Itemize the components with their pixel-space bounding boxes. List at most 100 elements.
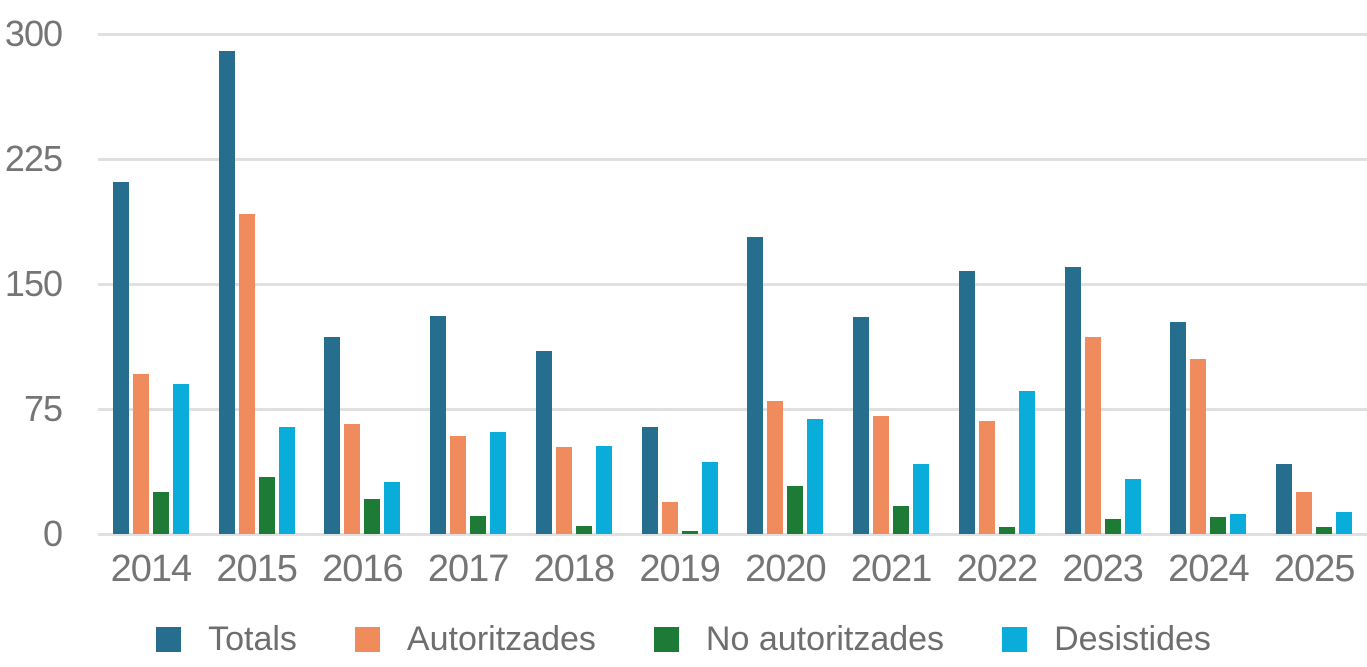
x-axis-label: 2022 bbox=[956, 548, 1039, 590]
bar-no-autoritzades[interactable] bbox=[470, 515, 487, 534]
bar-autoritzades[interactable] bbox=[1190, 359, 1207, 534]
legend-item-autoritzades[interactable]: Autoritzades bbox=[354, 620, 596, 659]
x-axis-label: 2014 bbox=[110, 548, 193, 590]
x-axis-label: 2015 bbox=[216, 548, 298, 590]
y-axis-tick-label: 0 bbox=[42, 513, 63, 554]
bar-desistides[interactable] bbox=[913, 464, 930, 534]
bar-desistides[interactable] bbox=[278, 427, 295, 534]
bar-totals[interactable] bbox=[112, 182, 129, 534]
bar-totals[interactable] bbox=[218, 50, 235, 534]
bar-group-2021 bbox=[838, 34, 944, 534]
bar-desistides[interactable] bbox=[490, 432, 507, 534]
bar-desistides[interactable] bbox=[1018, 390, 1035, 534]
x-axis: 2014 2015 2016 2017 2018 2019 2020 2021 2022 2023… bbox=[98, 548, 1367, 591]
bar-desistides[interactable] bbox=[1336, 512, 1353, 534]
bar-group-2017 bbox=[415, 34, 521, 534]
bar-no-autoritzades[interactable] bbox=[258, 477, 275, 534]
bar-no-autoritzades[interactable] bbox=[364, 499, 381, 534]
bar-desistides[interactable] bbox=[172, 384, 189, 534]
x-axis-label: 2023 bbox=[1062, 548, 1144, 590]
bar-group-2022 bbox=[944, 34, 1050, 534]
bar-group-2019 bbox=[627, 34, 733, 534]
legend-label: No autoritzades bbox=[705, 620, 945, 658]
bar-autoritzades[interactable] bbox=[978, 420, 995, 534]
x-axis-label: 2020 bbox=[745, 548, 827, 590]
legend-label: Autoritzades bbox=[406, 620, 596, 658]
x-axis-label: 2021 bbox=[850, 548, 933, 590]
y-axis: 0 75 150 225 300 bbox=[0, 0, 63, 667]
bar-desistides[interactable] bbox=[595, 445, 612, 534]
bar-no-autoritzades[interactable] bbox=[1104, 519, 1121, 534]
x-axis-label: 2019 bbox=[639, 548, 721, 590]
bar-no-autoritzades[interactable] bbox=[893, 505, 910, 534]
bar-autoritzades[interactable] bbox=[555, 447, 572, 534]
bar-totals[interactable] bbox=[535, 350, 552, 534]
bar-no-autoritzades[interactable] bbox=[681, 530, 698, 534]
legend-item-no-autoritzades[interactable]: No autoritzades bbox=[653, 620, 945, 659]
bar-totals[interactable] bbox=[324, 337, 341, 534]
bar-autoritzades[interactable] bbox=[344, 424, 361, 534]
bar-no-autoritzades[interactable] bbox=[1210, 517, 1227, 534]
bar-autoritzades[interactable] bbox=[661, 502, 678, 534]
bar-group-2016 bbox=[310, 34, 416, 534]
y-axis-tick-label: 150 bbox=[4, 263, 63, 304]
y-axis-tick-label: 225 bbox=[4, 138, 63, 179]
legend: Totals Autoritzades No autoritzades Desisti… bbox=[0, 620, 1367, 659]
bar-totals[interactable] bbox=[1064, 267, 1081, 534]
legend-item-totals[interactable]: Totals bbox=[156, 620, 297, 659]
bar-no-autoritzades[interactable] bbox=[787, 485, 804, 534]
bar-no-autoritzades[interactable] bbox=[998, 527, 1015, 534]
x-axis-label: 2017 bbox=[427, 548, 510, 590]
bar-autoritzades[interactable] bbox=[1084, 337, 1101, 534]
bar-group-2014 bbox=[98, 34, 204, 534]
bar-autoritzades[interactable] bbox=[1296, 492, 1313, 534]
y-axis-tick-label: 300 bbox=[4, 13, 63, 54]
gridline bbox=[98, 32, 1367, 36]
bar-totals[interactable] bbox=[1276, 464, 1293, 534]
legend-label: Totals bbox=[208, 620, 297, 658]
bar-totals[interactable] bbox=[747, 237, 764, 534]
x-axis-label: 2016 bbox=[322, 548, 404, 590]
plot-area bbox=[98, 32, 1367, 536]
bar-desistides[interactable] bbox=[807, 419, 824, 534]
bar-group-2025 bbox=[1261, 34, 1367, 534]
gridline bbox=[98, 157, 1367, 161]
bar-group-2024 bbox=[1156, 34, 1262, 534]
gridline bbox=[98, 407, 1367, 411]
bar-desistides[interactable] bbox=[1230, 514, 1247, 534]
bar-desistides[interactable] bbox=[384, 482, 401, 534]
legend-swatch bbox=[354, 627, 380, 652]
bar-group-2023 bbox=[1050, 34, 1156, 534]
bar-autoritzades[interactable] bbox=[873, 415, 890, 534]
bar-groups bbox=[98, 34, 1367, 534]
bar-group-2018 bbox=[521, 34, 627, 534]
y-axis-tick-label: 75 bbox=[23, 388, 63, 429]
legend-swatch bbox=[653, 627, 679, 652]
legend-swatch bbox=[156, 627, 182, 652]
bar-totals[interactable] bbox=[853, 317, 870, 534]
legend-swatch bbox=[1002, 627, 1028, 652]
legend-item-desistides[interactable]: Desistides bbox=[1002, 620, 1211, 659]
bar-autoritzades[interactable] bbox=[450, 435, 467, 534]
bar-group-2020 bbox=[733, 34, 839, 534]
gridline bbox=[98, 532, 1367, 536]
x-axis-label: 2018 bbox=[533, 548, 616, 590]
bar-desistides[interactable] bbox=[701, 462, 718, 534]
bar-autoritzades[interactable] bbox=[767, 400, 784, 534]
bar-group-2015 bbox=[204, 34, 310, 534]
bar-no-autoritzades[interactable] bbox=[575, 525, 592, 534]
bar-autoritzades[interactable] bbox=[238, 214, 255, 534]
bar-no-autoritzades[interactable] bbox=[152, 492, 169, 534]
x-axis-label: 2025 bbox=[1273, 548, 1356, 590]
bar-totals[interactable] bbox=[1170, 322, 1187, 534]
legend-label: Desistides bbox=[1054, 620, 1211, 658]
gridline bbox=[98, 282, 1367, 286]
bar-no-autoritzades[interactable] bbox=[1316, 527, 1333, 534]
bar-totals[interactable] bbox=[641, 427, 658, 534]
bar-desistides[interactable] bbox=[1124, 479, 1141, 534]
bar-totals[interactable] bbox=[430, 315, 447, 534]
bar-totals[interactable] bbox=[958, 270, 975, 534]
x-axis-label: 2024 bbox=[1168, 548, 1250, 590]
bar-autoritzades[interactable] bbox=[132, 374, 149, 534]
